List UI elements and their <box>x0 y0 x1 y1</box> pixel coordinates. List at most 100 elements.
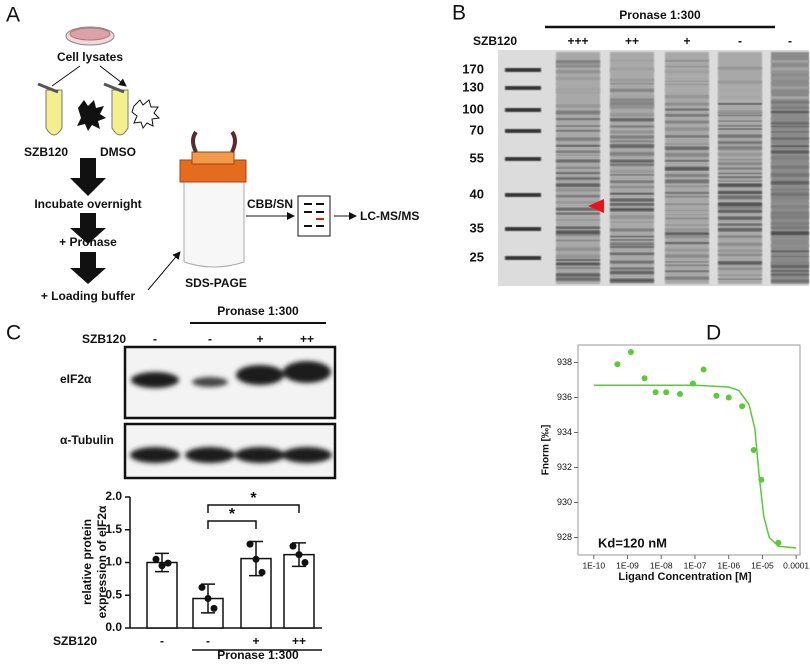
data-point <box>750 447 757 453</box>
band <box>718 209 762 213</box>
band <box>718 66 762 70</box>
band <box>556 91 600 94</box>
band <box>771 150 809 154</box>
band <box>665 179 709 184</box>
band <box>718 242 762 247</box>
band <box>556 144 600 147</box>
data-point <box>689 380 696 387</box>
band <box>610 113 654 117</box>
x-tick-label: + <box>252 634 259 648</box>
ladder-band <box>505 68 541 72</box>
compound-icon <box>77 100 106 131</box>
band <box>665 143 709 146</box>
band <box>771 180 809 185</box>
band <box>610 202 654 206</box>
band <box>718 134 762 138</box>
x-tick-label: 1E-09 <box>616 560 639 570</box>
y-tick-label: 938 <box>557 357 572 367</box>
band <box>556 137 600 141</box>
significance-bracket <box>207 520 257 529</box>
data-point <box>627 349 634 355</box>
data-point <box>152 555 160 563</box>
band <box>771 273 809 276</box>
band <box>771 96 809 99</box>
band <box>610 159 654 163</box>
band <box>665 232 709 236</box>
band <box>556 87 600 92</box>
marker-label: 130 <box>462 79 484 94</box>
band <box>771 222 809 225</box>
blot-label: eIF2α <box>60 372 92 386</box>
band <box>771 255 809 257</box>
band <box>718 60 762 62</box>
band <box>771 270 809 273</box>
data-point <box>652 389 659 396</box>
band <box>771 192 809 196</box>
band <box>556 219 600 221</box>
band <box>610 144 654 149</box>
panel-label: B <box>452 2 466 25</box>
row-label: SZB120 <box>82 332 126 346</box>
compound-label: SZB120 <box>24 145 68 159</box>
band <box>718 249 762 253</box>
x-tick-label: - <box>160 634 164 648</box>
band <box>610 105 654 109</box>
lane-label: + <box>256 332 263 346</box>
band <box>665 146 709 151</box>
marker-label: 70 <box>470 122 484 137</box>
step-arrow <box>70 158 106 196</box>
band <box>665 120 709 124</box>
plot-area <box>577 344 801 556</box>
band <box>610 270 654 275</box>
data-point <box>758 476 765 483</box>
control-label: DMSO <box>100 145 136 159</box>
band <box>718 227 762 232</box>
band <box>665 264 709 267</box>
data-point <box>164 559 172 567</box>
y-tick-label: 2.0 <box>105 489 122 503</box>
band <box>665 235 709 239</box>
data-point <box>677 391 684 397</box>
band <box>665 108 709 111</box>
band <box>610 82 654 85</box>
band <box>665 94 709 99</box>
band <box>771 60 809 63</box>
gel-cassette <box>183 177 245 268</box>
band <box>771 137 809 140</box>
band <box>556 234 600 236</box>
band <box>718 120 762 122</box>
band <box>771 161 809 165</box>
band <box>665 127 709 131</box>
data-point <box>289 542 297 550</box>
lane-label: - <box>208 332 212 346</box>
band <box>610 60 654 62</box>
band <box>718 172 762 175</box>
band <box>556 266 600 270</box>
ladder-band <box>505 129 541 133</box>
band <box>556 239 600 242</box>
gel-icon <box>297 195 331 237</box>
band <box>556 177 600 180</box>
y-tick-label: 934 <box>557 427 572 437</box>
band <box>556 98 600 101</box>
lane-label: - <box>738 34 742 48</box>
band <box>556 159 600 163</box>
band <box>610 208 654 212</box>
band <box>665 60 709 62</box>
band <box>610 163 654 167</box>
y-tick-label: 0.5 <box>105 587 122 601</box>
band <box>665 191 709 194</box>
band <box>665 185 709 188</box>
band <box>718 80 762 84</box>
gel-wires <box>191 130 237 153</box>
band <box>610 130 654 134</box>
row-label: SZB120 <box>473 34 517 48</box>
ladder-band <box>505 86 541 90</box>
data-point <box>258 568 266 576</box>
band <box>556 183 600 188</box>
y-tick-label: 928 <box>557 532 572 542</box>
data-point <box>295 551 303 559</box>
stain-label: CBB/SN <box>247 197 293 211</box>
band <box>610 278 654 283</box>
band <box>718 110 762 115</box>
